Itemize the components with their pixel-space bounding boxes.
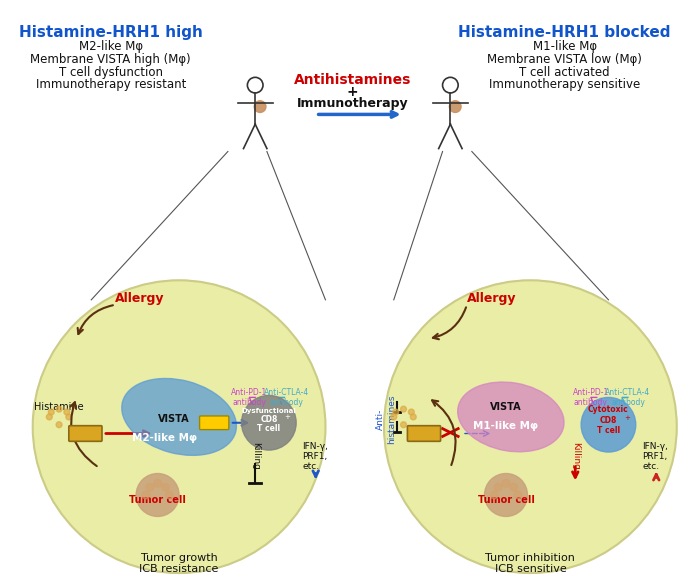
Circle shape <box>56 406 62 412</box>
Text: CD8: CD8 <box>600 416 617 425</box>
Circle shape <box>581 397 635 452</box>
Text: etc.: etc. <box>642 462 660 471</box>
Circle shape <box>391 414 397 420</box>
Circle shape <box>242 395 296 450</box>
Circle shape <box>64 409 70 415</box>
Circle shape <box>66 414 72 420</box>
Circle shape <box>510 483 518 491</box>
Text: M2-like Mφ: M2-like Mφ <box>132 433 197 443</box>
Text: Immunotherapy: Immunotherapy <box>297 97 409 110</box>
Circle shape <box>142 491 150 499</box>
Circle shape <box>33 280 326 573</box>
Text: Antihistamines: Antihistamines <box>294 74 411 87</box>
Circle shape <box>491 491 498 499</box>
Text: IFN-γ,: IFN-γ, <box>642 442 668 451</box>
Circle shape <box>411 414 416 420</box>
Circle shape <box>136 473 179 517</box>
Text: Killing: Killing <box>251 442 260 470</box>
Text: Tumor cell: Tumor cell <box>129 495 186 505</box>
Circle shape <box>401 406 406 412</box>
Text: HRH1: HRH1 <box>71 429 100 438</box>
Text: T cell dysfunction: T cell dysfunction <box>58 66 163 78</box>
Text: Tumor inhibition: Tumor inhibition <box>485 553 576 563</box>
Text: VISTA: VISTA <box>202 418 227 427</box>
Circle shape <box>384 280 677 573</box>
Text: Killing: Killing <box>571 442 580 470</box>
Text: M1-like Mφ: M1-like Mφ <box>532 40 596 53</box>
Circle shape <box>393 409 399 415</box>
Text: M1-like Mφ: M1-like Mφ <box>473 421 539 431</box>
Text: IFN-γ,: IFN-γ, <box>302 442 328 451</box>
Circle shape <box>514 491 521 499</box>
Text: Membrane VISTA high (Mφ): Membrane VISTA high (Mφ) <box>31 53 191 66</box>
Text: ICB resistance: ICB resistance <box>139 564 219 574</box>
Circle shape <box>154 479 161 487</box>
Text: Immunotherapy resistant: Immunotherapy resistant <box>35 78 186 91</box>
Text: Anti-PD-1
antibody: Anti-PD-1 antibody <box>573 388 609 407</box>
Text: Histamine: Histamine <box>34 402 84 412</box>
Circle shape <box>409 409 414 415</box>
Text: Anti-
histamines: Anti- histamines <box>377 394 395 443</box>
Text: Allergy: Allergy <box>466 292 516 305</box>
Text: Dysfunctional: Dysfunctional <box>242 408 296 414</box>
Text: Cytotoxic: Cytotoxic <box>588 405 628 414</box>
Text: Immunotherapy sensitive: Immunotherapy sensitive <box>489 78 640 91</box>
Circle shape <box>166 491 173 499</box>
Ellipse shape <box>122 378 237 455</box>
Text: HRH1: HRH1 <box>410 429 438 438</box>
Text: Histamine-HRH1 blocked: Histamine-HRH1 blocked <box>458 25 671 40</box>
Circle shape <box>484 473 528 517</box>
Circle shape <box>494 483 502 491</box>
Text: Allergy: Allergy <box>116 292 165 305</box>
Text: T cell: T cell <box>597 425 620 435</box>
Circle shape <box>48 409 54 415</box>
Circle shape <box>47 414 52 420</box>
Circle shape <box>146 483 154 491</box>
Text: ICB sensitive: ICB sensitive <box>494 564 567 574</box>
FancyBboxPatch shape <box>200 416 229 429</box>
FancyBboxPatch shape <box>69 426 102 441</box>
Text: VISTA: VISTA <box>159 414 190 424</box>
Text: PRF1,: PRF1, <box>642 452 668 461</box>
Text: +: + <box>347 85 358 99</box>
Text: Membrane VISTA low (Mφ): Membrane VISTA low (Mφ) <box>487 53 642 66</box>
Text: Anti-CTLA-4
antibody: Anti-CTLA-4 antibody <box>606 388 651 407</box>
Text: PRF1,: PRF1, <box>302 452 327 461</box>
Text: Anti-CTLA-4
antibody: Anti-CTLA-4 antibody <box>264 388 309 407</box>
Circle shape <box>254 101 266 112</box>
Text: T cell: T cell <box>258 424 280 432</box>
Text: Tumor cell: Tumor cell <box>477 495 535 505</box>
Circle shape <box>450 101 461 112</box>
Text: CD8: CD8 <box>260 415 278 424</box>
Circle shape <box>161 483 169 491</box>
Text: Anti-PD-1
antibody: Anti-PD-1 antibody <box>231 388 267 407</box>
Text: +: + <box>624 415 630 421</box>
Text: Histamine-HRH1 high: Histamine-HRH1 high <box>19 25 203 40</box>
Text: VISTA: VISTA <box>490 402 522 412</box>
Circle shape <box>56 422 62 428</box>
Ellipse shape <box>458 382 564 452</box>
Circle shape <box>401 422 406 428</box>
Text: etc.: etc. <box>302 462 319 471</box>
Text: Tumor growth: Tumor growth <box>141 553 217 563</box>
Circle shape <box>502 479 510 487</box>
Text: +: + <box>285 414 290 420</box>
FancyBboxPatch shape <box>407 426 441 441</box>
Text: M2-like Mφ: M2-like Mφ <box>79 40 143 53</box>
Text: T cell activated: T cell activated <box>519 66 610 78</box>
